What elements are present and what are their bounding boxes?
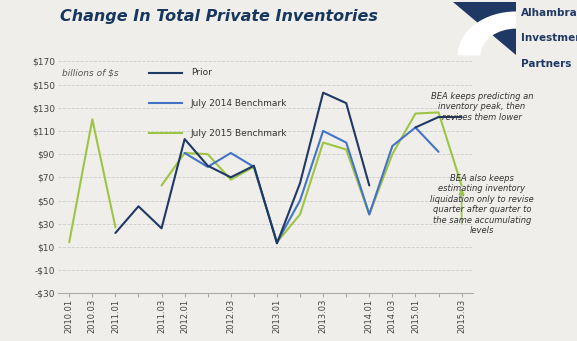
Text: BEA keeps predicting an
inventory peak, then
revises them lower: BEA keeps predicting an inventory peak, …	[430, 92, 533, 122]
Text: Prior: Prior	[190, 69, 212, 77]
Text: BEA also keeps
estimating inventory
liquidation only to revise
quarter after qua: BEA also keeps estimating inventory liqu…	[430, 174, 534, 235]
Text: Change In Total Private Inventories: Change In Total Private Inventories	[61, 9, 378, 24]
Text: billions of $s: billions of $s	[62, 68, 118, 77]
Text: Investment: Investment	[521, 33, 577, 43]
Text: July 2015 Benchmark: July 2015 Benchmark	[190, 129, 287, 138]
Polygon shape	[452, 2, 516, 55]
Wedge shape	[458, 12, 516, 55]
Text: Alhambra: Alhambra	[521, 8, 577, 18]
Text: Partners: Partners	[521, 59, 572, 69]
Text: July 2014 Benchmark: July 2014 Benchmark	[190, 99, 287, 108]
